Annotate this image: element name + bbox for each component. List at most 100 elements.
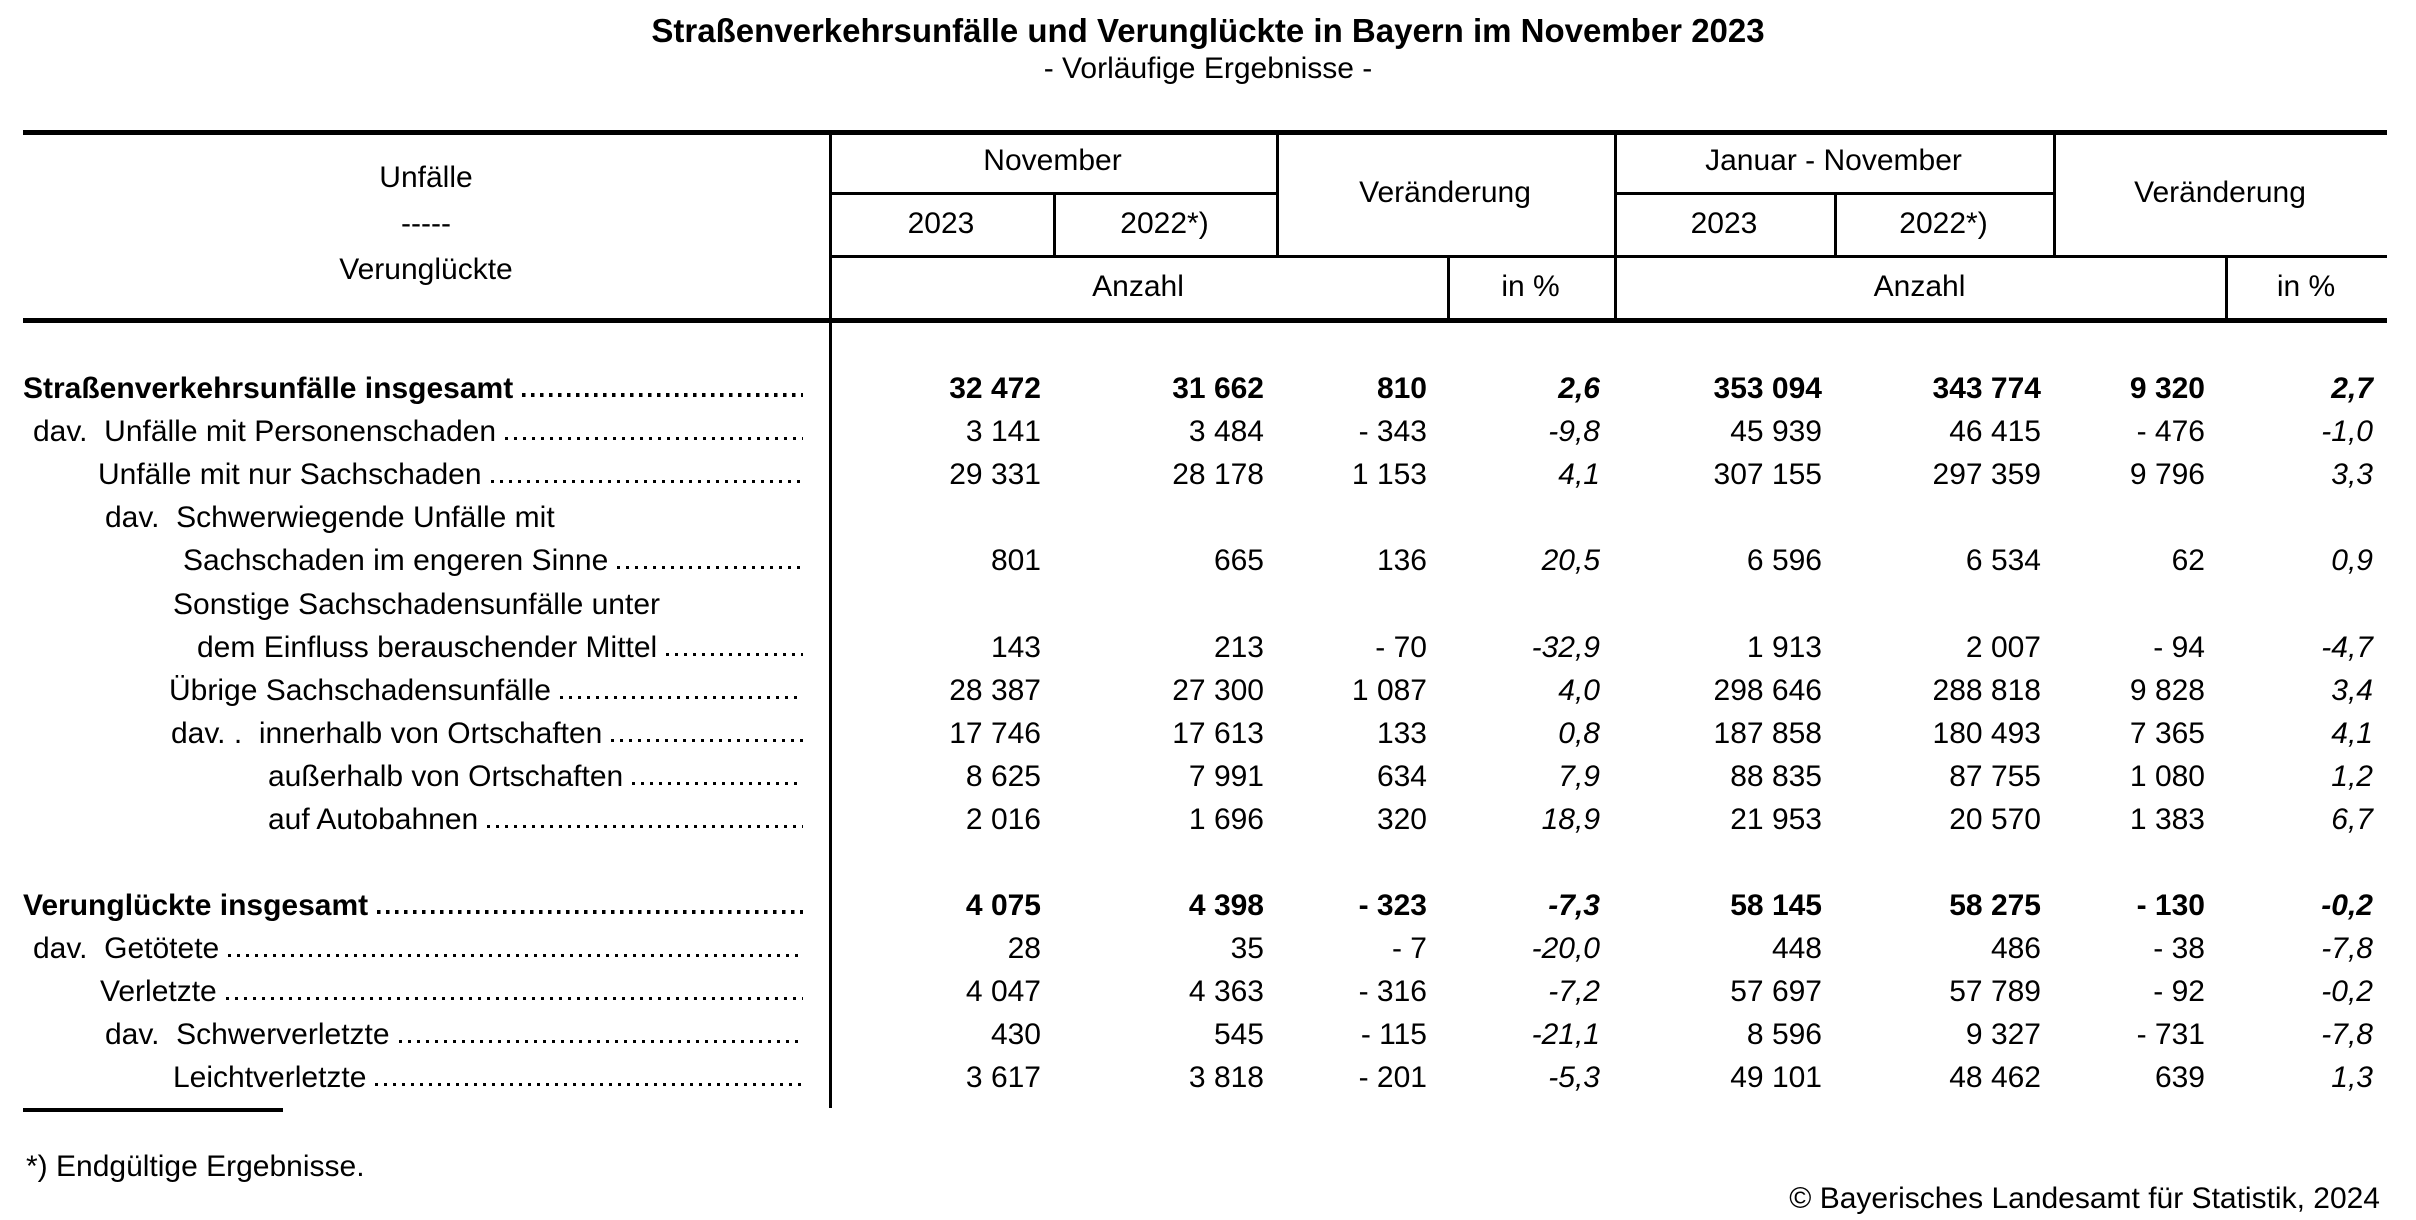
value-cell: 58 145 xyxy=(1730,888,1822,922)
row-label: Straßenverkehrsunfälle insgesamt xyxy=(23,371,514,405)
row-label: außerhalb von Ortschaften xyxy=(268,760,624,794)
value-cell: 48 462 xyxy=(1949,1061,2041,1095)
row-label: dav. Schwerwiegende Unfälle mit xyxy=(105,501,555,535)
value-cell: 29 331 xyxy=(949,457,1041,491)
value-cell: 6 596 xyxy=(1746,544,1822,578)
value-cell: -1,0 xyxy=(2321,414,2373,448)
dot-leader xyxy=(490,479,803,483)
column-year-2022-november: 2022*) xyxy=(1120,206,1209,240)
label-cell: Sonstige Sachschadensunfälle unter xyxy=(23,588,829,622)
value-cell: -0,2 xyxy=(2321,975,2373,1009)
value-cell: - 92 xyxy=(2153,975,2205,1009)
table-top-rule xyxy=(23,130,2387,135)
value-cell: 6,7 xyxy=(2331,803,2373,837)
vrule-november-change xyxy=(1276,130,1279,255)
value-cell: 57 789 xyxy=(1949,975,2041,1009)
value-cell: 8 596 xyxy=(1746,1018,1822,1052)
row-label: Verunglückte insgesamt xyxy=(23,888,369,922)
copyright: © Bayerisches Landesamt für Statistik, 2… xyxy=(1789,1182,2380,1215)
footnote-rule xyxy=(23,1108,283,1112)
value-cell: - 7 xyxy=(1391,931,1427,965)
table-row: Sonstige Sachschadensunfälle unter xyxy=(23,583,2387,626)
table-body: Straßenverkehrsunfälle insgesamt 32 472 31… xyxy=(23,318,2387,1100)
row-label: dav. Unfälle mit Personenschaden xyxy=(33,414,497,448)
value-cell: - 130 xyxy=(2136,888,2205,922)
dot-leader xyxy=(225,997,803,1001)
dot-leader xyxy=(632,782,803,786)
value-cell: 665 xyxy=(1213,544,1264,578)
rule-under-jan-november xyxy=(1614,192,2053,195)
value-cell: 20 570 xyxy=(1949,803,2041,837)
value-cell: 180 493 xyxy=(1932,717,2041,751)
value-cell: 1 087 xyxy=(1351,673,1427,707)
value-cell: 32 472 xyxy=(949,371,1041,405)
value-cell: 7 365 xyxy=(2129,717,2205,751)
value-cell: 3,4 xyxy=(2331,673,2373,707)
value-cell: 28 178 xyxy=(1172,457,1264,491)
unit-anzahl-1: Anzahl xyxy=(1092,269,1184,303)
column-group-november: November xyxy=(983,144,1122,177)
value-cell: 8 625 xyxy=(965,760,1041,794)
section-verungglueckte: Verunglückte insgesamt 4 075 4 398 - 323 -7,… xyxy=(23,842,2387,1100)
value-cell: 288 818 xyxy=(1932,673,2041,707)
value-cell: 307 155 xyxy=(1713,457,1822,491)
label-cell: dem Einfluss berauschender Mittel xyxy=(23,631,829,665)
label-cell: Verunglückte insgesamt xyxy=(23,889,829,923)
label-cell: außerhalb von Ortschaften xyxy=(23,760,829,794)
value-cell: 0,9 xyxy=(2331,544,2373,578)
dot-leader xyxy=(398,1040,803,1044)
value-cell: 1 080 xyxy=(2129,760,2205,794)
dot-leader xyxy=(559,695,803,699)
value-cell: 1,2 xyxy=(2331,760,2373,794)
dot-leader xyxy=(375,1083,803,1087)
label-cell: dav. Schwerverletzte xyxy=(23,1018,829,1052)
table-row: Straßenverkehrsunfälle insgesamt 32 472 31… xyxy=(23,367,2387,410)
label-cell: dav. . innerhalb von Ortschaften xyxy=(23,717,829,751)
row-label: Übrige Sachschadensunfälle xyxy=(169,673,551,707)
stub-line-verungglueckte: Verunglückte xyxy=(339,253,513,286)
page-subtitle: - Vorläufige Ergebnisse - xyxy=(1043,52,1373,85)
value-cell: - 323 xyxy=(1358,888,1427,922)
vrule-anzahl-percent-2 xyxy=(2225,255,2228,318)
label-cell: Verletzte xyxy=(23,975,829,1009)
label-cell: dav. Getötete xyxy=(23,932,829,966)
value-cell: 143 xyxy=(990,630,1041,664)
statistics-table: Unfälle ----- Verunglückte November Verä… xyxy=(23,130,2387,1108)
dot-leader xyxy=(228,953,803,957)
label-cell: dav. Schwerwiegende Unfälle mit xyxy=(23,501,829,535)
value-cell: 430 xyxy=(990,1018,1041,1052)
table-row: dav. . innerhalb von Ortschaften 17 746 17… xyxy=(23,713,2387,756)
unit-percent-1: in % xyxy=(1501,269,1560,303)
value-cell: 1,3 xyxy=(2331,1061,2373,1095)
value-cell: - 94 xyxy=(2153,630,2205,664)
column-change-2: Veränderung xyxy=(2134,175,2306,209)
table-row: Sachschaden im engeren Sinne 801 665 136 20,… xyxy=(23,540,2387,583)
value-cell: - 316 xyxy=(1358,975,1427,1009)
value-cell: 4,0 xyxy=(1558,673,1600,707)
value-cell: 20,5 xyxy=(1541,544,1600,578)
value-cell: 4 363 xyxy=(1188,975,1264,1009)
footnote: *) Endgültige Ergebnisse. xyxy=(26,1150,365,1183)
value-cell: -32,9 xyxy=(1531,630,1600,664)
value-cell: 7,9 xyxy=(1558,760,1600,794)
table-row: Verletzte 4 047 4 363 - 316 -7,2 57 697 57 789… xyxy=(23,970,2387,1013)
value-cell: -4,7 xyxy=(2321,630,2373,664)
column-year-2023-jan-november: 2023 xyxy=(1690,206,1758,240)
value-cell: 213 xyxy=(1213,630,1264,664)
dot-leader xyxy=(505,436,803,440)
value-cell: 87 755 xyxy=(1949,760,2041,794)
row-label: dav. Schwerverletzte xyxy=(105,1018,390,1052)
value-cell: 0,8 xyxy=(1558,717,1600,751)
table-row: dav. Getötete 28 35 - 7 -20,0 448 486 - 38 -7,8 xyxy=(23,927,2387,970)
label-cell: Leichtverletzte xyxy=(23,1061,829,1095)
value-cell: -21,1 xyxy=(1531,1018,1600,1052)
value-cell: 49 101 xyxy=(1730,1061,1822,1095)
value-cell: 801 xyxy=(990,544,1041,578)
table-row: Leichtverletzte 3 617 3 818 - 201 -5,3 49 101… xyxy=(23,1057,2387,1100)
rule-under-november xyxy=(829,192,1276,195)
value-cell: 3,3 xyxy=(2331,457,2373,491)
dot-leader xyxy=(611,739,803,743)
label-cell: auf Autobahnen xyxy=(23,803,829,837)
row-label: dav. . innerhalb von Ortschaften xyxy=(171,717,603,751)
header-bottom-rule xyxy=(23,318,2387,323)
